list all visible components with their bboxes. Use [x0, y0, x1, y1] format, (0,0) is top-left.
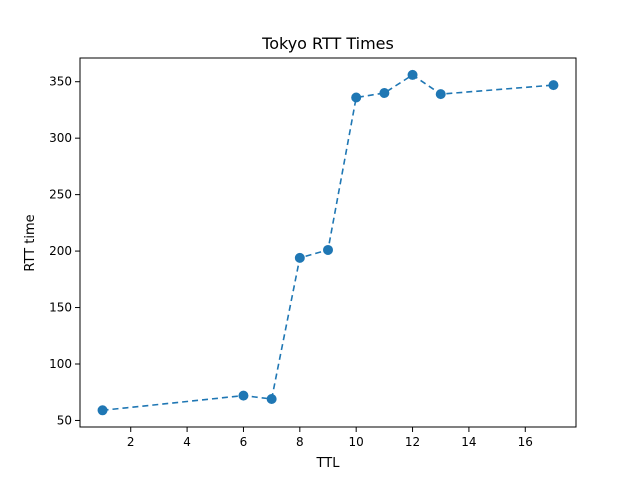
y-axis-label: RTT time	[23, 214, 38, 271]
x-tick-label: 6	[240, 435, 248, 449]
data-point	[435, 89, 446, 100]
x-tick-label: 14	[461, 435, 476, 449]
y-tick-label: 50	[57, 413, 72, 427]
y-tick-label: 100	[49, 357, 72, 371]
y-tick-label: 250	[49, 188, 72, 202]
data-point	[548, 80, 559, 91]
data-point	[97, 405, 108, 416]
chart-title: Tokyo RTT Times	[261, 34, 394, 53]
x-tick-label: 10	[349, 435, 364, 449]
x-tick-label: 16	[518, 435, 533, 449]
y-tick-label: 350	[49, 75, 72, 89]
data-point	[351, 92, 362, 103]
y-tick-label: 200	[49, 244, 72, 258]
x-tick-label: 8	[296, 435, 304, 449]
rtt-line	[102, 73, 554, 412]
y-tick-label: 300	[49, 131, 72, 145]
plot-area	[80, 58, 576, 427]
x-tick-label: 12	[405, 435, 420, 449]
rtt-points	[97, 69, 559, 416]
data-point	[407, 69, 418, 80]
plot-frame	[79, 57, 577, 428]
data-point	[323, 244, 333, 255]
x-tick-label: 4	[183, 435, 191, 449]
data-point	[266, 393, 277, 404]
x-tick-label: 2	[127, 435, 135, 449]
x-axis-label: TTL	[316, 456, 341, 471]
y-tick-label: 150	[49, 301, 72, 315]
data-point	[238, 390, 249, 401]
data-point	[379, 88, 390, 99]
rtt-series	[97, 69, 559, 416]
data-point	[294, 252, 305, 263]
y-axis: 50 100 150 200 250 300 350	[49, 75, 80, 427]
x-axis: 2 4 6 8 10 12 14 16	[127, 427, 533, 449]
